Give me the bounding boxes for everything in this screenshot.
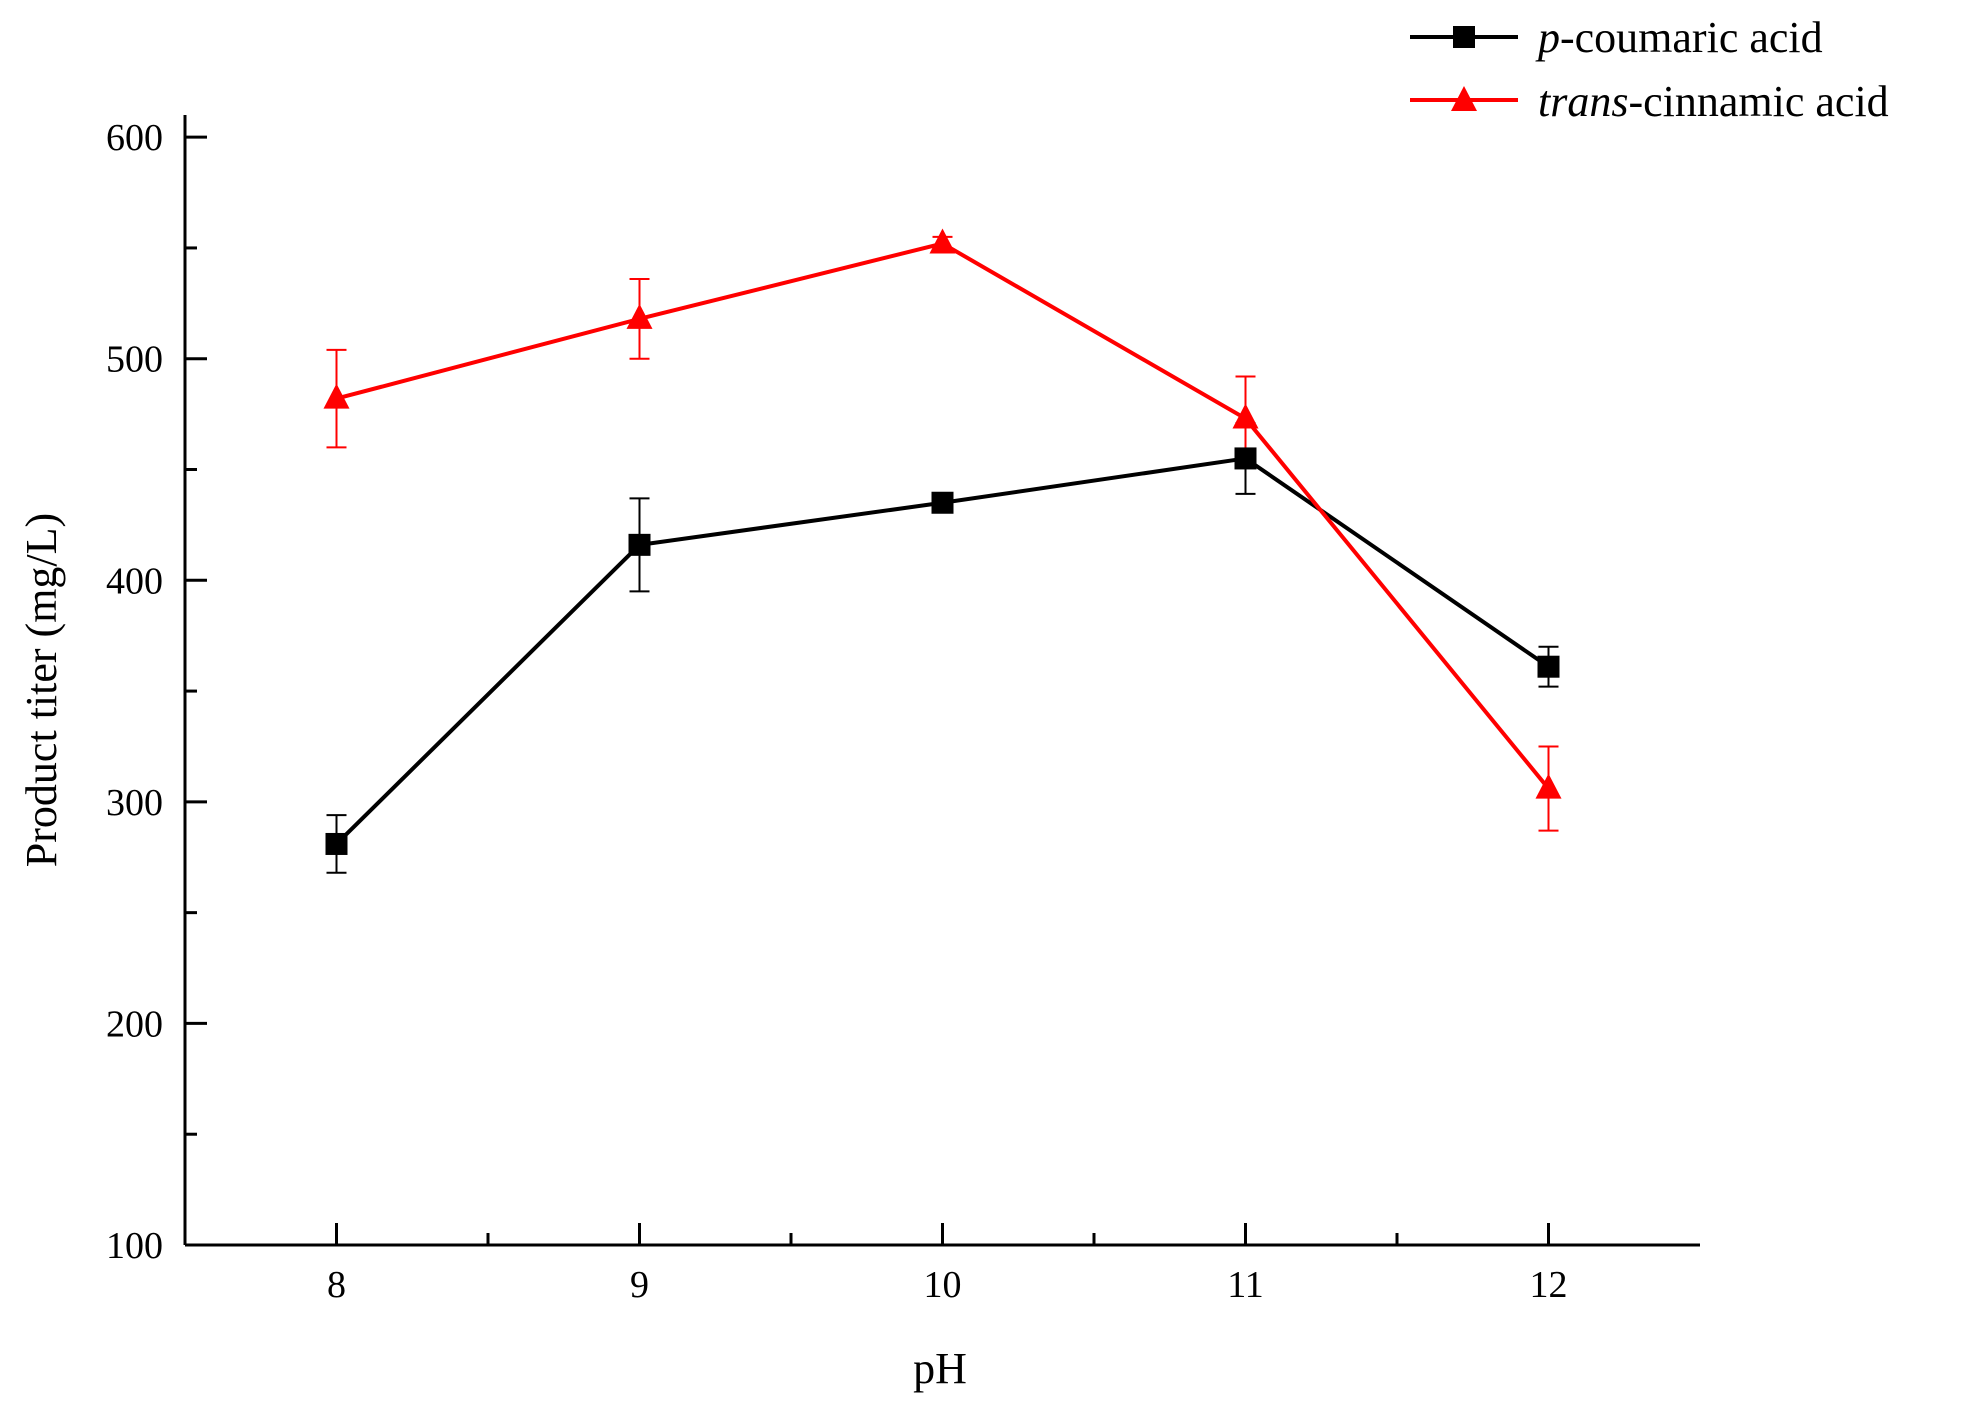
- axes: [183, 115, 1700, 1247]
- legend: p-coumaric acid trans-cinnamic acid: [1410, 13, 1889, 126]
- y-tick-label: 600: [106, 117, 163, 159]
- legend-label-rest: -cinnamic acid: [1628, 77, 1888, 126]
- data-point-triangle: [1535, 773, 1562, 799]
- data-point-square: [1234, 447, 1257, 470]
- legend-marker-square: [1453, 26, 1475, 48]
- series-lines: [335, 241, 1551, 846]
- x-axis-ticks: 8 9 10 11 12: [327, 1223, 1568, 1306]
- legend-entry-trans-cinnamic-acid: trans-cinnamic acid: [1410, 77, 1889, 126]
- legend-entry-p-coumaric-acid: p-coumaric acid: [1410, 13, 1823, 62]
- data-point-square: [325, 832, 348, 855]
- x-tick-label: 10: [924, 1264, 962, 1306]
- legend-label-p-coumaric-acid: p-coumaric acid: [1535, 13, 1823, 62]
- y-axis-label: Product titer (mg/L): [17, 513, 66, 867]
- legend-label-italic-part: p: [1535, 13, 1560, 62]
- data-point-triangle: [323, 383, 350, 409]
- series-markers: [323, 228, 1562, 855]
- y-tick-label: 100: [106, 1225, 163, 1267]
- series-line-1: [335, 241, 1551, 790]
- y-tick-label: 300: [106, 782, 163, 824]
- data-point-square: [931, 491, 954, 514]
- data-point-square: [628, 533, 651, 556]
- data-point-square: [1537, 655, 1560, 678]
- y-tick-label: 200: [106, 1003, 163, 1045]
- x-tick-label: 8: [327, 1264, 346, 1306]
- x-tick-label: 12: [1530, 1264, 1568, 1306]
- series-line-0: [335, 456, 1550, 846]
- x-tick-label: 9: [630, 1264, 649, 1306]
- legend-label-trans-cinnamic-acid: trans-cinnamic acid: [1538, 77, 1889, 126]
- legend-label-italic-part: trans: [1538, 77, 1628, 126]
- legend-marker-triangle: [1451, 86, 1477, 111]
- data-point-triangle: [929, 228, 956, 254]
- y-axis-ticks: 100 200 300 400 500 600: [106, 117, 207, 1267]
- y-tick-label: 400: [106, 560, 163, 602]
- x-tick-label: 11: [1227, 1264, 1264, 1306]
- data-point-triangle: [1232, 403, 1259, 429]
- error-bars: [326, 235, 1559, 874]
- x-axis-label: pH: [913, 1344, 967, 1393]
- legend-label-rest: -coumaric acid: [1560, 13, 1823, 62]
- y-tick-label: 500: [106, 339, 163, 381]
- data-point-triangle: [626, 303, 653, 329]
